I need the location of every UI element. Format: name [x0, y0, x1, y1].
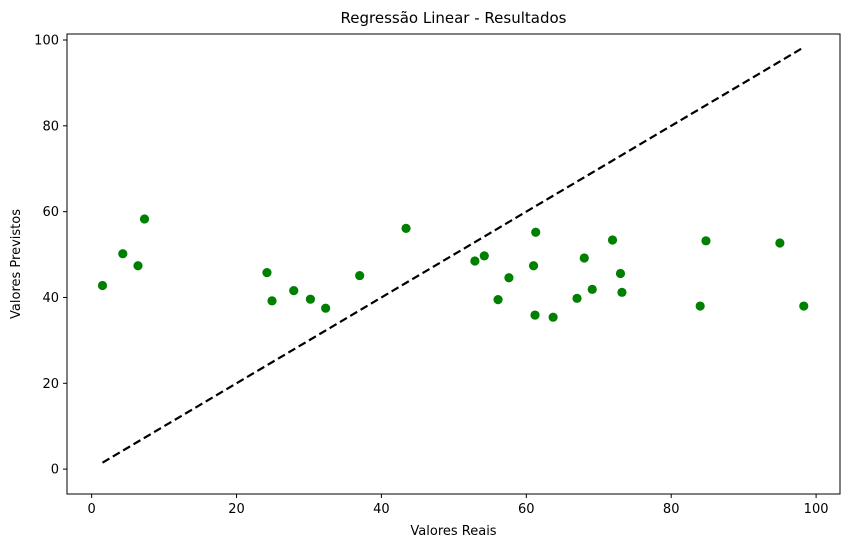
plot-area-frame	[66, 33, 841, 495]
data-point	[528, 261, 539, 271]
data-point	[321, 303, 331, 313]
x-tick-label: 0	[87, 502, 95, 517]
x-tick-label: 60	[518, 502, 535, 517]
data-point	[139, 214, 150, 224]
data-point	[133, 261, 143, 271]
data-point	[493, 295, 503, 305]
data-point	[305, 294, 316, 304]
data-point	[401, 223, 411, 233]
x-tick-label: 80	[663, 502, 680, 517]
reference-line-group	[101, 46, 805, 464]
data-point	[289, 286, 299, 296]
data-point	[530, 310, 540, 320]
x-tick-label: 100	[804, 502, 829, 517]
data-point	[587, 284, 597, 294]
data-point	[531, 227, 541, 237]
data-point	[267, 296, 277, 306]
data-point	[579, 253, 589, 263]
data-point	[775, 238, 785, 248]
x-axis-label: Valores Reais	[410, 524, 496, 539]
data-point	[470, 256, 480, 266]
data-point	[97, 280, 108, 291]
chart-title: Regressão Linear - Resultados	[341, 9, 567, 27]
y-tick-label: 60	[42, 205, 59, 220]
x-axis-ticks: 0 20 40 60 80 100	[87, 494, 829, 517]
data-point	[701, 236, 711, 246]
data-points	[97, 214, 809, 322]
y-axis-label: Valores Previstos	[9, 209, 24, 319]
x-tick-label: 20	[228, 502, 245, 517]
data-point	[615, 268, 626, 279]
x-tick-label: 40	[373, 502, 390, 517]
y-tick-label: 100	[34, 34, 59, 49]
data-point	[355, 270, 365, 281]
data-point	[572, 293, 582, 303]
y-tick-label: 20	[42, 377, 59, 392]
data-point	[799, 301, 809, 311]
data-point	[617, 287, 627, 297]
data-point	[548, 312, 558, 322]
y-axis-ticks: 0 20 40 60 80 100	[34, 34, 67, 478]
reference-line	[101, 46, 805, 464]
data-point	[504, 273, 514, 283]
data-point	[262, 267, 272, 278]
data-point	[695, 301, 705, 311]
y-tick-label: 0	[51, 463, 59, 478]
y-tick-label: 80	[42, 119, 59, 134]
data-point	[118, 249, 128, 259]
data-point	[479, 251, 489, 261]
y-tick-label: 40	[42, 291, 59, 306]
data-point	[607, 235, 618, 245]
